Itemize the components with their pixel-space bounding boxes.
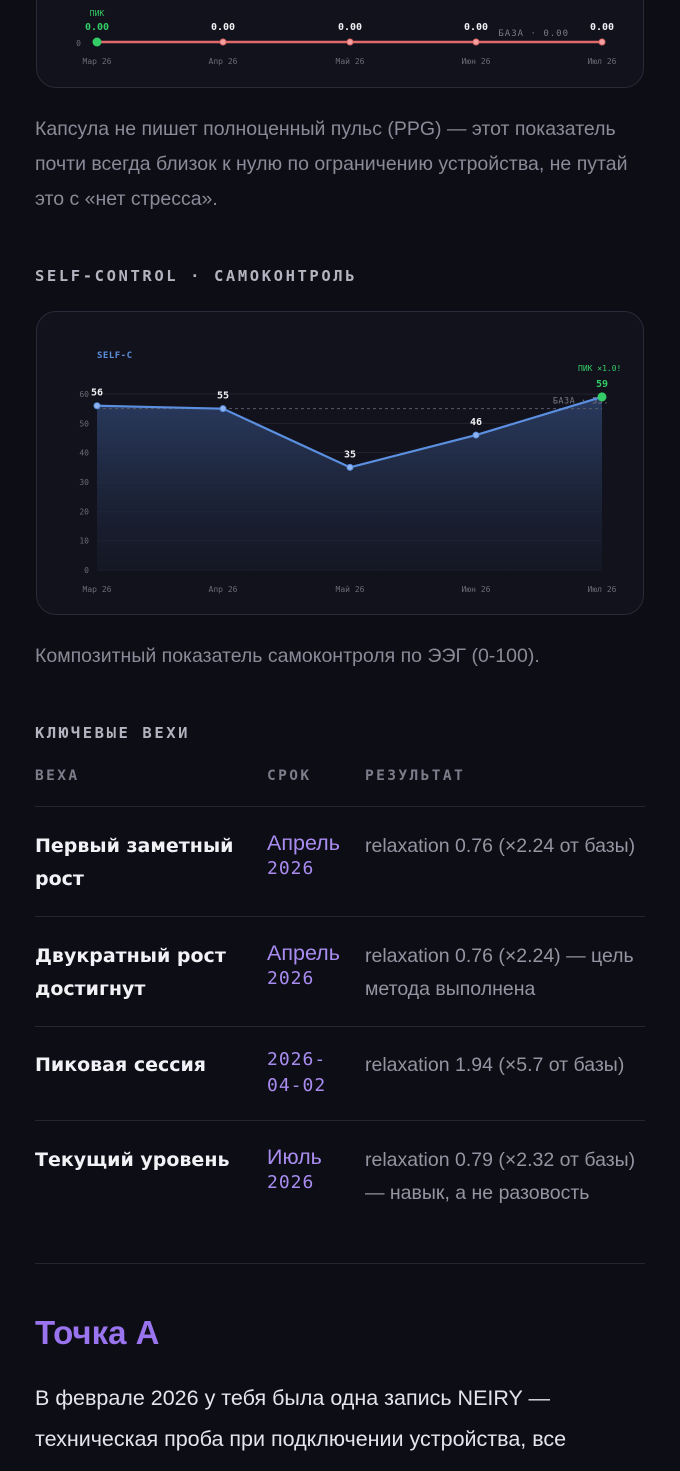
- milestone-name: Двукратный рост достигнут: [35, 945, 226, 1000]
- data-label: 59: [596, 379, 608, 390]
- data-point: [472, 38, 480, 46]
- data-point: [346, 38, 354, 46]
- data-point: [472, 431, 480, 439]
- self-control-chart-card: SELF-C 0 10 20 30 40 50 60 БАЗА · 55. 56 Мар 26 55 А…: [36, 311, 644, 615]
- section-heading-point-a: Точка А: [35, 1314, 160, 1351]
- x-tick-label: Июл 26: [588, 57, 617, 66]
- data-point: [597, 392, 607, 402]
- x-tick-label: Май 26: [336, 585, 365, 594]
- y-tick-label: 60: [79, 390, 89, 399]
- point-a-paragraph: В феврале 2026 у тебя была одна запись N…: [35, 1386, 567, 1451]
- x-tick-label: Апр 26: [209, 57, 238, 66]
- milestones-section-title: КЛЮЧЕВЫЕ ВЕХИ: [35, 724, 191, 742]
- milestone-term-line1: Апрель: [267, 831, 340, 855]
- self-control-area-chart: SELF-C 0 10 20 30 40 50 60 БАЗА · 55. 56 Мар 26 55 А…: [79, 351, 621, 594]
- table-divider: [35, 806, 645, 807]
- milestone-name: Первый заметный рост: [35, 835, 234, 890]
- y-tick-label: 30: [79, 478, 89, 487]
- milestone-term-line2: 2026: [267, 1172, 315, 1193]
- milestone-term-line1: Июль: [267, 1145, 322, 1169]
- table-divider: [35, 1026, 645, 1027]
- milestones-header-name: ВЕХА: [35, 768, 80, 784]
- ppg-chart-card: 0 БАЗА · 0.00 ПИК 0.00 Мар 26 0.00 Апр 26 0.00 М…: [36, 0, 644, 88]
- x-tick-label: Июл 26: [588, 585, 617, 594]
- y-tick-label: 20: [79, 507, 89, 516]
- milestone-result: relaxation 0.76 (×2.24) — цель метода вы…: [365, 945, 634, 1000]
- ppg-line-chart: 0 БАЗА · 0.00 ПИК 0.00 Мар 26 0.00 Апр 26 0.00 М…: [76, 9, 617, 66]
- table-divider: [35, 1263, 645, 1264]
- milestone-term-line1: Апрель: [267, 941, 340, 965]
- data-point: [346, 463, 354, 471]
- x-tick-label: Мар 26: [83, 57, 112, 66]
- chart-title: SELF-C: [97, 351, 133, 361]
- data-label: 0.00: [338, 22, 362, 33]
- milestone-result: relaxation 1.94 (×5.7 от базы): [365, 1054, 625, 1076]
- milestone-term: Апрель 2026: [267, 940, 362, 992]
- data-point: [92, 37, 102, 47]
- self-control-section-title: SELF-CONTROL · САМОКОНТРОЛЬ: [35, 267, 358, 285]
- milestone-term-line1: 2026-: [267, 1049, 327, 1070]
- y-tick-label: 50: [79, 419, 89, 428]
- baseline-label: БАЗА · 55.: [553, 397, 609, 407]
- y-tick-label: 0: [76, 39, 81, 48]
- data-point: [219, 38, 227, 46]
- series-area: [97, 396, 602, 570]
- x-tick-label: Июн 26: [462, 585, 491, 594]
- milestone-term-line2: 04-02: [267, 1075, 327, 1096]
- peak-label: ПИК ×1.0!: [578, 364, 621, 373]
- milestone-term: Апрель 2026: [267, 830, 362, 882]
- baseline-label: БАЗА · 0.00: [498, 29, 569, 39]
- milestone-result: relaxation 0.76 (×2.24 от базы): [365, 835, 636, 857]
- x-tick-label: Июн 26: [462, 57, 491, 66]
- y-tick-label: 10: [79, 537, 89, 546]
- y-tick-label: 0: [84, 566, 89, 575]
- milestone-term-line2: 2026: [267, 858, 315, 879]
- milestones-header-result: РЕЗУЛЬТАТ: [365, 768, 466, 784]
- self-control-note: Композитный показатель самоконтроля по Э…: [35, 645, 540, 667]
- milestone-term: Июль 2026: [267, 1144, 362, 1196]
- data-label: 0.00: [85, 22, 109, 33]
- y-tick-label: 40: [79, 449, 89, 458]
- data-point: [598, 38, 606, 46]
- milestone-term: 2026- 04-02: [267, 1047, 362, 1099]
- milestone-name: Пиковая сессия: [35, 1054, 207, 1076]
- milestone-result: relaxation 0.79 (×2.32 от базы) — навык,…: [365, 1149, 636, 1204]
- data-label: 55: [217, 391, 229, 402]
- x-tick-label: Май 26: [336, 57, 365, 66]
- milestone-name: Текущий уровень: [35, 1149, 230, 1171]
- x-tick-label: Апр 26: [209, 585, 238, 594]
- milestones-header-term: СРОК: [267, 768, 312, 784]
- data-label: 0.00: [464, 22, 488, 33]
- data-point: [219, 405, 227, 413]
- data-label: 46: [470, 417, 482, 428]
- peak-label: ПИК: [90, 9, 105, 18]
- data-label: 35: [344, 449, 356, 460]
- milestone-term-line2: 2026: [267, 968, 315, 989]
- ppg-note: Капсула не пишет полноценный пульс (PPG)…: [35, 118, 628, 210]
- table-divider: [35, 1120, 645, 1121]
- table-divider: [35, 916, 645, 917]
- data-label: 0.00: [211, 22, 235, 33]
- data-label: 56: [91, 388, 103, 399]
- data-point: [93, 402, 101, 410]
- x-tick-label: Мар 26: [83, 585, 112, 594]
- data-label: 0.00: [590, 22, 614, 33]
